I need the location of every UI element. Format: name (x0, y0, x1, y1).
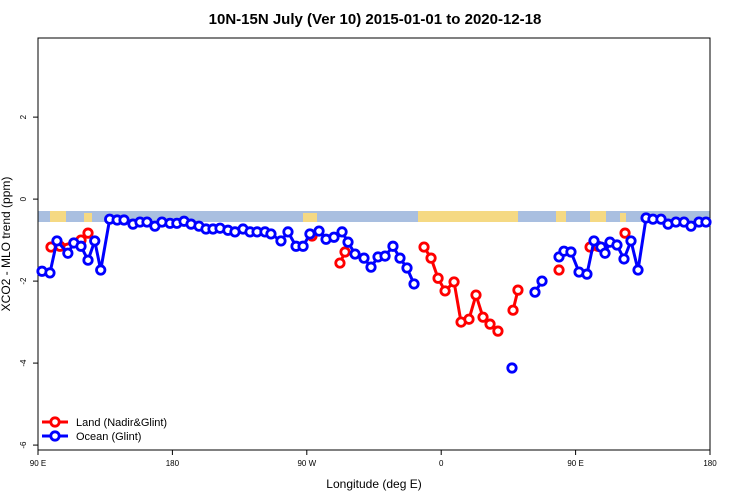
data-point (89, 235, 101, 247)
land-patch (620, 213, 626, 222)
data-point (618, 253, 630, 265)
data-point (358, 252, 370, 264)
data-point (304, 228, 316, 240)
legend-label: Land (Nadir&Glint) (76, 417, 167, 429)
data-point (432, 272, 444, 284)
chart-title: 10N-15N July (Ver 10) 2015-01-01 to 2020… (209, 11, 542, 28)
data-point (506, 362, 518, 374)
data-point (297, 240, 309, 252)
plot-frame (37, 37, 711, 451)
data-point (611, 239, 623, 251)
y-tick-label: 0 (19, 196, 28, 201)
data-point (439, 285, 451, 297)
data-point (463, 313, 475, 325)
data-point (334, 257, 346, 269)
data-point (619, 227, 631, 239)
data-point (387, 240, 399, 252)
legend-marker (49, 430, 61, 442)
data-point (82, 254, 94, 266)
legend-marker (49, 416, 61, 428)
data-point (529, 286, 541, 298)
y-tick-label: -2 (19, 277, 28, 285)
land-patch (556, 211, 566, 222)
data-point (342, 236, 354, 248)
data-point (349, 248, 361, 260)
x-tick-label: 0 (439, 459, 444, 468)
data-point (118, 214, 130, 226)
data-point (328, 231, 340, 243)
data-point (401, 262, 413, 274)
land-patch (418, 211, 518, 222)
data-point (512, 284, 524, 296)
data-point (599, 247, 611, 259)
data-point (492, 325, 504, 337)
data-point (379, 250, 391, 262)
land-patch (303, 213, 317, 222)
data-point (408, 278, 420, 290)
data-point (313, 225, 325, 237)
ocean-strip (38, 211, 710, 222)
data-point (700, 216, 712, 228)
x-tick-label: 90 E (567, 459, 583, 468)
x-tick-label: 180 (703, 459, 717, 468)
y-tick-label: -4 (19, 359, 28, 367)
data-point (536, 275, 548, 287)
x-tick-label: 90 W (297, 459, 316, 468)
map-strip (38, 211, 710, 222)
y-tick-label: -6 (19, 441, 28, 449)
data-point (448, 276, 460, 288)
y-tick-label: 2 (19, 114, 28, 119)
data-point (507, 304, 519, 316)
data-point (275, 235, 287, 247)
data-point (418, 241, 430, 253)
legend-label: Ocean (Glint) (76, 431, 141, 443)
y-axis-label: XCO2 - MLO trend (ppm) (0, 177, 13, 312)
data-point (282, 226, 294, 238)
x-axis-label: Longitude (deg E) (326, 477, 421, 491)
data-point (588, 235, 600, 247)
data-point (339, 246, 351, 258)
data-point (336, 226, 348, 238)
data-point (632, 264, 644, 276)
data-point (565, 246, 577, 258)
data-point (265, 228, 277, 240)
data-point (365, 261, 377, 273)
data-point (95, 264, 107, 276)
data-point (477, 311, 489, 323)
x-tick-label: 90 E (30, 459, 46, 468)
data-point (470, 289, 482, 301)
data-point (425, 252, 437, 264)
x-tick-label: 180 (166, 459, 180, 468)
data-point (44, 267, 56, 279)
data-point (581, 268, 593, 280)
data-point (484, 318, 496, 330)
data-point (394, 252, 406, 264)
data-point (82, 227, 94, 239)
data-point (62, 247, 74, 259)
data-point (75, 240, 87, 252)
legend: Land (Nadir&Glint) Ocean (Glint) (42, 416, 167, 443)
land-patch (50, 211, 66, 222)
data-point (625, 235, 637, 247)
land-patch (590, 211, 606, 222)
data-point (553, 264, 565, 276)
land-patch (84, 213, 92, 222)
data-point (51, 235, 63, 247)
data-point (655, 213, 667, 225)
